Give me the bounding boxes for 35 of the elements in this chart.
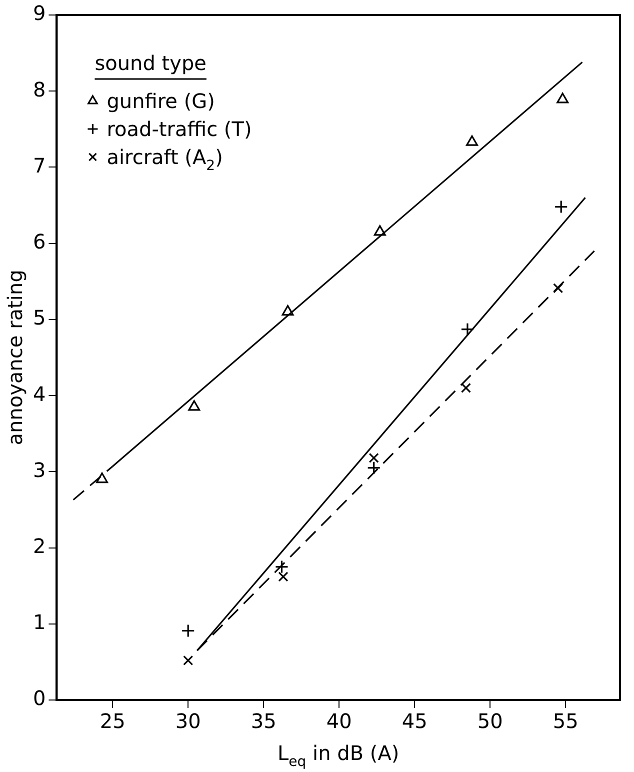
y-tick-label: 9	[32, 1, 46, 26]
point	[96, 472, 108, 484]
point	[554, 200, 568, 214]
x-tick-label: 50	[477, 709, 503, 734]
x-tick-label: 55	[552, 709, 578, 734]
legend-label: road-traffic (T)	[106, 117, 252, 141]
x-tick-label: 25	[100, 709, 126, 734]
point	[460, 322, 474, 336]
point	[466, 135, 478, 146]
y-tick-label: 1	[32, 610, 46, 634]
point	[183, 655, 194, 666]
point	[553, 283, 564, 294]
x-tick-label: 45	[402, 709, 428, 734]
y-tick-label: 8	[32, 77, 46, 102]
y-axis-title: annoyance rating	[3, 270, 27, 446]
x-tick-label: 35	[250, 709, 276, 734]
point	[374, 225, 386, 236]
point	[460, 382, 472, 393]
point	[188, 400, 200, 411]
legend-label: gunfire (G)	[106, 89, 215, 113]
y-tick-label: 7	[32, 153, 46, 178]
point	[181, 624, 195, 638]
point	[282, 305, 294, 316]
y-tick-label: 0	[32, 686, 46, 710]
y-tick-label: 6	[32, 230, 46, 254]
y-tick-label: 5	[32, 306, 46, 330]
point	[368, 452, 379, 464]
y-tick-label: 4	[32, 382, 46, 406]
x-tick-label: 40	[326, 709, 352, 734]
point	[556, 92, 569, 104]
y-tick-label: 3	[32, 458, 46, 482]
y-tick-label: 2	[32, 534, 46, 558]
point	[367, 461, 381, 475]
legend-title: sound type	[94, 51, 206, 75]
x-tick-label: 30	[175, 709, 201, 734]
